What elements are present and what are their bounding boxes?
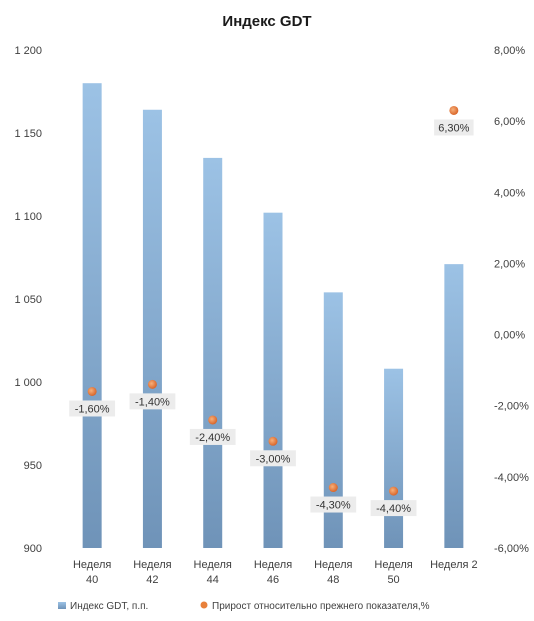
x-tick-label: 48 — [327, 574, 339, 586]
left-tick-label: 1 150 — [14, 128, 42, 140]
x-tick-label: 40 — [86, 574, 98, 586]
data-label-box — [129, 393, 176, 410]
bar — [263, 212, 283, 548]
data-label-box — [434, 119, 474, 136]
growth-series: -1,60% -1,40% -2,40% -3,00% -4,30% -4,40% 6,30… — [69, 105, 474, 517]
bar — [444, 264, 464, 548]
right-tick-label: 4,00% — [494, 187, 525, 199]
bar — [142, 109, 162, 548]
x-axis: Неделя 40 Неделя 42 Неделя 44 Неделя 46 Неделя 48… — [73, 559, 478, 586]
data-label: 6,30% — [438, 122, 469, 134]
data-label: -3,00% — [256, 453, 291, 465]
x-tick-label: 50 — [387, 574, 399, 586]
bar — [82, 83, 102, 548]
right-tick-label: 0,00% — [494, 330, 525, 342]
data-label: -4,30% — [316, 500, 351, 512]
right-tick-label: -6,00% — [494, 543, 529, 555]
right-tick-label: 8,00% — [494, 45, 525, 57]
x-tick-label: Неделя — [194, 559, 232, 571]
right-axis: -6,00% -4,00% -2,00% 0,00% 2,00% 4,00% 6,00% 8,… — [494, 45, 529, 555]
legend-bar-swatch — [58, 602, 66, 609]
data-label: -1,60% — [75, 403, 110, 415]
growth-point — [449, 105, 459, 115]
left-tick-label: 1 200 — [14, 45, 42, 57]
bar-series — [82, 83, 464, 548]
bar — [203, 157, 223, 548]
growth-point — [389, 486, 399, 496]
x-tick-label: 42 — [146, 574, 158, 586]
data-label: -2,40% — [195, 432, 230, 444]
legend-dot-swatch — [200, 601, 208, 609]
right-tick-label: 6,00% — [494, 116, 525, 128]
left-tick-label: 950 — [24, 460, 42, 472]
data-label: -4,40% — [376, 503, 411, 515]
data-label-box — [250, 450, 296, 467]
right-tick-label: -4,00% — [494, 472, 529, 484]
growth-point — [87, 386, 97, 396]
data-label-box — [189, 428, 236, 445]
right-tick-label: 2,00% — [494, 258, 525, 270]
growth-point — [147, 379, 157, 389]
growth-point — [208, 415, 218, 425]
left-axis: 900 950 1 000 1 050 1 100 1 150 1 200 — [14, 45, 42, 555]
left-tick-label: 900 — [24, 543, 42, 555]
left-tick-label: 1 000 — [14, 377, 42, 389]
growth-point — [268, 436, 278, 446]
data-label-box — [370, 500, 417, 517]
bar — [384, 368, 404, 548]
x-tick-label: Неделя — [73, 559, 111, 571]
right-tick-label: -2,00% — [494, 401, 529, 413]
left-tick-label: 1 100 — [14, 211, 42, 223]
x-tick-label: Неделя — [314, 559, 352, 571]
data-label-box — [69, 400, 116, 417]
x-tick-label: Неделя 2 — [430, 559, 478, 571]
data-label-box — [310, 496, 357, 513]
data-label: -1,40% — [135, 396, 170, 408]
legend: Индекс GDT, п.п. Прирост относительно пр… — [58, 601, 430, 612]
x-tick-label: Неделя — [254, 559, 292, 571]
x-tick-label: Неделя — [133, 559, 171, 571]
x-tick-label: Неделя — [374, 559, 412, 571]
legend-bar-label: Индекс GDT, п.п. — [70, 601, 148, 612]
x-tick-label: 44 — [207, 574, 219, 586]
chart-title: Индекс GDT — [222, 13, 311, 30]
bar — [323, 292, 343, 548]
x-tick-label: 46 — [267, 574, 279, 586]
left-tick-label: 1 050 — [14, 294, 42, 306]
growth-point — [328, 483, 338, 493]
legend-dot-label: Прирост относительно прежнего показателя… — [212, 601, 430, 612]
